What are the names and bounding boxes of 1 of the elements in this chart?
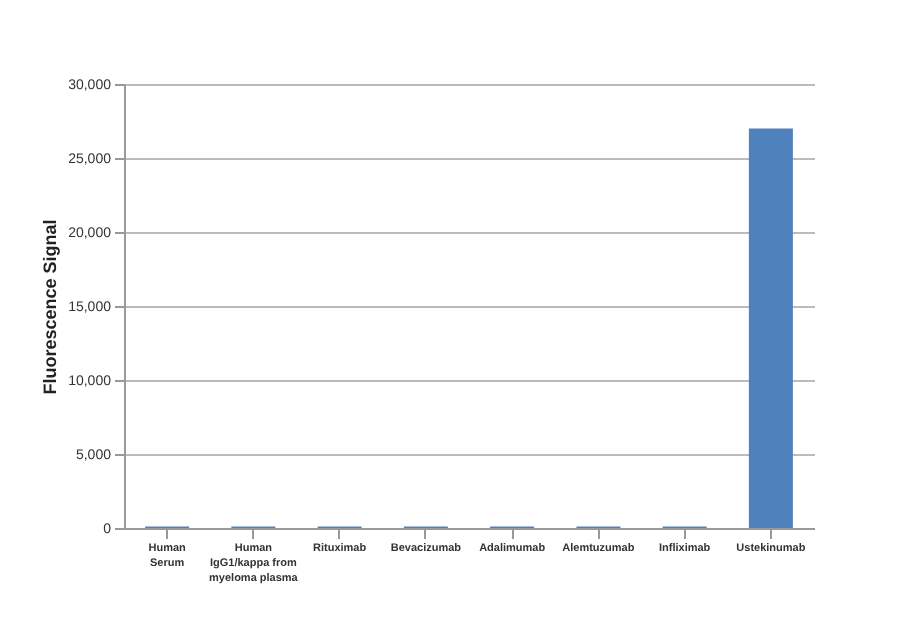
y-axis-title: Fluorescence Signal [40,219,61,395]
